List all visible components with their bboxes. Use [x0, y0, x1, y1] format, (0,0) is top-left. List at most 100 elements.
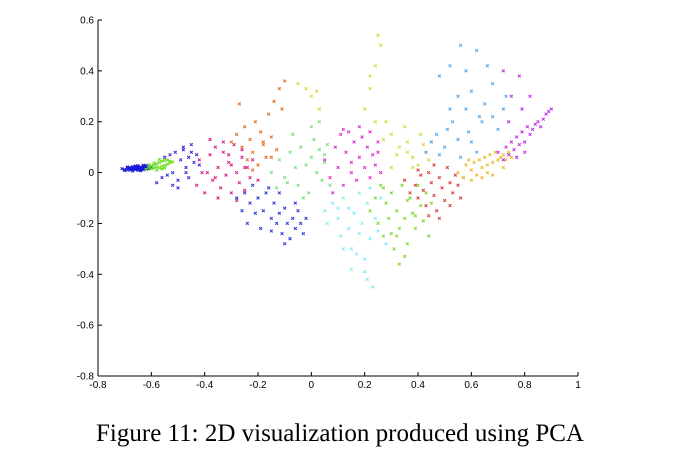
data-point [504, 158, 508, 162]
data-point [341, 127, 346, 132]
data-point [498, 155, 503, 160]
data-point [266, 112, 271, 116]
data-point [341, 183, 346, 188]
data-point [138, 169, 143, 173]
data-point [525, 125, 530, 129]
data-point [440, 186, 444, 190]
data-point [165, 173, 170, 177]
data-point [429, 140, 434, 144]
x-tick-label: -0.2 [249, 380, 267, 391]
data-point [469, 89, 474, 93]
data-point [496, 150, 500, 154]
y-tick-label: -0.8 [77, 372, 95, 383]
data-point [453, 173, 458, 177]
series-group [402, 163, 466, 221]
data-point [194, 183, 199, 188]
data-point [480, 175, 484, 180]
data-point [160, 167, 164, 171]
data-point [312, 137, 316, 142]
data-point [261, 140, 266, 144]
data-point [176, 178, 180, 182]
data-point [224, 173, 228, 177]
data-point [170, 160, 175, 164]
series-group [496, 69, 554, 162]
data-point [280, 231, 284, 236]
data-point [234, 132, 239, 137]
data-point [432, 163, 436, 167]
data-point [293, 226, 298, 231]
data-point [338, 234, 343, 238]
data-point [208, 153, 212, 157]
data-point [149, 167, 154, 171]
data-point [136, 163, 140, 168]
data-point [120, 167, 124, 171]
data-point [549, 107, 554, 111]
data-point [202, 191, 207, 195]
data-point [269, 155, 274, 160]
data-point [229, 163, 234, 167]
data-point [514, 135, 519, 139]
data-point [162, 166, 167, 170]
data-point [296, 183, 300, 188]
data-point [336, 165, 340, 170]
y-tick-label: -0.6 [77, 321, 95, 332]
data-point [368, 208, 372, 213]
data-point [194, 153, 199, 157]
data-point [152, 166, 156, 170]
series-group [368, 183, 434, 266]
x-tick-label: 0.4 [411, 380, 425, 391]
data-point [376, 221, 380, 226]
data-point [346, 226, 351, 231]
data-point [512, 147, 516, 152]
data-point [226, 160, 231, 165]
data-point [410, 211, 415, 216]
data-point [234, 170, 239, 175]
data-point [405, 140, 410, 144]
data-point [304, 216, 308, 221]
data-point [341, 247, 346, 251]
data-point [520, 130, 524, 134]
data-point [376, 229, 380, 233]
data-point [362, 107, 367, 111]
data-point [290, 132, 295, 137]
data-point [288, 150, 292, 154]
data-point [248, 137, 252, 142]
data-point [232, 142, 236, 147]
data-point [402, 178, 407, 182]
data-point [189, 142, 194, 147]
data-point [373, 119, 378, 124]
series-group [456, 150, 514, 182]
data-point [186, 155, 191, 160]
data-point [381, 137, 386, 142]
data-point [298, 145, 303, 149]
data-point [490, 81, 495, 86]
data-point [189, 150, 194, 154]
series-group [194, 137, 260, 203]
data-point [346, 130, 351, 134]
data-point [402, 254, 407, 259]
data-point [466, 130, 471, 134]
data-point [421, 219, 426, 223]
data-point [469, 140, 474, 144]
data-point [200, 170, 204, 175]
data-point [533, 122, 538, 127]
data-point [376, 33, 380, 38]
data-point [274, 147, 279, 152]
series-group [322, 186, 388, 289]
data-point [413, 214, 418, 218]
data-point [381, 186, 386, 190]
data-point [173, 150, 178, 154]
data-point [242, 191, 247, 195]
data-point [360, 135, 364, 139]
data-point [394, 153, 399, 157]
data-point [226, 153, 231, 157]
data-point [285, 180, 290, 185]
data-point [445, 165, 450, 170]
data-point [162, 155, 167, 160]
data-point [186, 175, 191, 180]
data-point [368, 186, 372, 190]
data-point [149, 164, 154, 168]
data-point [157, 160, 162, 165]
data-point [152, 161, 156, 165]
data-point [370, 285, 375, 289]
